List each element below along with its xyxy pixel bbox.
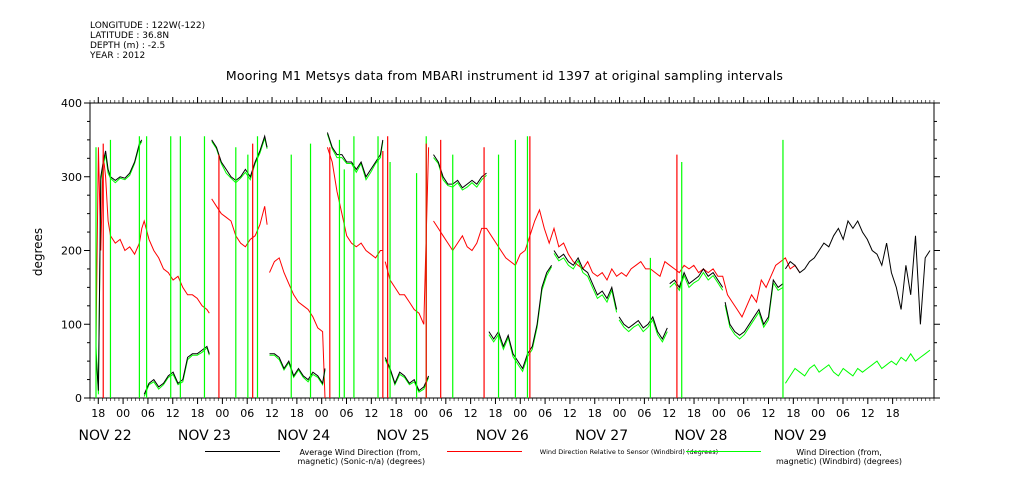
series-line-0: [95, 139, 143, 391]
y-tick-label: 0: [75, 392, 82, 405]
x-tick-label: 12: [662, 407, 676, 420]
x-tick-label: 00: [215, 407, 229, 420]
x-tick-label: 06: [240, 407, 254, 420]
series-line-2: [211, 136, 268, 184]
depth-label: DEPTH (m) : -2.5: [90, 41, 166, 51]
series-line-0: [143, 345, 210, 395]
x-tick-label: 12: [762, 407, 776, 420]
x-tick-label: 06: [141, 407, 155, 420]
y-axis-label: degrees: [31, 228, 45, 276]
series-line-2: [784, 349, 931, 384]
x-tick-label: 18: [588, 407, 602, 420]
latitude-label: LATITUDE : 36.8N: [90, 31, 170, 41]
x-day-label: NOV 26: [476, 428, 529, 440]
x-tick-label: 18: [488, 407, 502, 420]
x-tick-label: 12: [464, 407, 478, 420]
x-day-label: NOV 22: [79, 428, 132, 440]
x-tick-label: 00: [315, 407, 329, 420]
x-tick-label: 18: [886, 407, 900, 420]
x-tick-label: 18: [290, 407, 304, 420]
x-tick-label: 06: [340, 407, 354, 420]
year-label: YEAR : 2012: [90, 51, 146, 61]
legend-label-black: Average Wind Direction (from, magnetic) …: [297, 448, 426, 466]
x-tick-label: 00: [712, 407, 726, 420]
x-tick-label: 18: [687, 407, 701, 420]
x-day-label: NOV 23: [178, 428, 231, 440]
series-line-0: [326, 132, 384, 178]
legend-label-red: Wind Direction Relative to Sensor (Windb…: [539, 448, 719, 456]
legend: Average Wind Direction (from, magnetic) …: [0, 444, 1009, 474]
x-tick-label: 06: [439, 407, 453, 420]
y-tick-label: 100: [61, 318, 82, 331]
x-tick-label: 18: [389, 407, 403, 420]
series-line-2: [669, 271, 724, 292]
series-line-0: [784, 219, 931, 325]
x-day-label: NOV 28: [674, 428, 727, 440]
series-line-1: [326, 147, 383, 259]
x-tick-label: 12: [861, 407, 875, 420]
chart-title: Mooring M1 Metsys data from MBARI instru…: [225, 68, 784, 83]
series-line-2: [553, 253, 618, 313]
x-tick-label: 18: [786, 407, 800, 420]
x-tick-label: 00: [414, 407, 428, 420]
series-line-1: [384, 147, 430, 325]
legend-swatch-green: [686, 451, 761, 452]
x-tick-label: 06: [538, 407, 552, 420]
x-tick-label: 00: [613, 407, 627, 420]
x-day-label: NOV 24: [277, 428, 330, 440]
series-line-2: [618, 318, 668, 343]
x-day-label: NOV 29: [774, 428, 827, 440]
legend-swatch-red: [447, 451, 522, 452]
series-line-0: [724, 278, 784, 336]
legend-label-green: Wind Direction (from, magnetic) (Windbir…: [775, 448, 903, 466]
series-line-1: [211, 198, 268, 248]
series-line-1: [95, 147, 210, 343]
x-tick-label: 00: [513, 407, 527, 420]
series-line-0: [384, 357, 430, 392]
x-tick-label: 12: [166, 407, 180, 420]
longitude-label: LONGITUDE : 122W(-122): [90, 21, 206, 31]
series-line-2: [433, 157, 487, 191]
x-tick-label: 12: [563, 407, 577, 420]
x-tick-label: 06: [737, 407, 751, 420]
x-tick-label: 06: [637, 407, 651, 420]
x-tick-label: 00: [116, 407, 130, 420]
series-line-0: [488, 265, 553, 370]
x-day-label: NOV 27: [575, 428, 628, 440]
y-tick-label: 400: [61, 97, 82, 110]
series-line-2: [384, 359, 430, 393]
series-line-1: [269, 257, 326, 399]
x-tick-label: 18: [91, 407, 105, 420]
x-tick-label: 06: [836, 407, 850, 420]
series-line-0: [433, 154, 487, 189]
series-line-2: [326, 133, 384, 181]
series-line-0: [553, 250, 618, 310]
x-tick-label: 12: [265, 407, 279, 420]
y-tick-label: 300: [61, 171, 82, 184]
legend-swatch-black: [205, 451, 280, 452]
x-tick-label: 18: [191, 407, 205, 420]
x-day-label: NOV 25: [376, 428, 429, 440]
series-line-0: [669, 267, 724, 289]
metadata-block: LONGITUDE : 122W(-122) LATITUDE : 36.8N …: [90, 21, 205, 61]
series-line-2: [269, 354, 326, 387]
y-tick-label: 200: [61, 245, 82, 258]
series-line-0: [618, 315, 668, 341]
series-line-1: [433, 208, 801, 318]
series-line-2: [143, 347, 210, 397]
series-line-0: [269, 353, 326, 385]
x-tick-label: 12: [364, 407, 378, 420]
series-line-0: [211, 134, 268, 182]
x-tick-label: 00: [811, 407, 825, 420]
line-chart: 0 100 200 300 400 18 00 06 12 18 00 06 12 18 00 06 12 18 0…: [31, 97, 940, 440]
